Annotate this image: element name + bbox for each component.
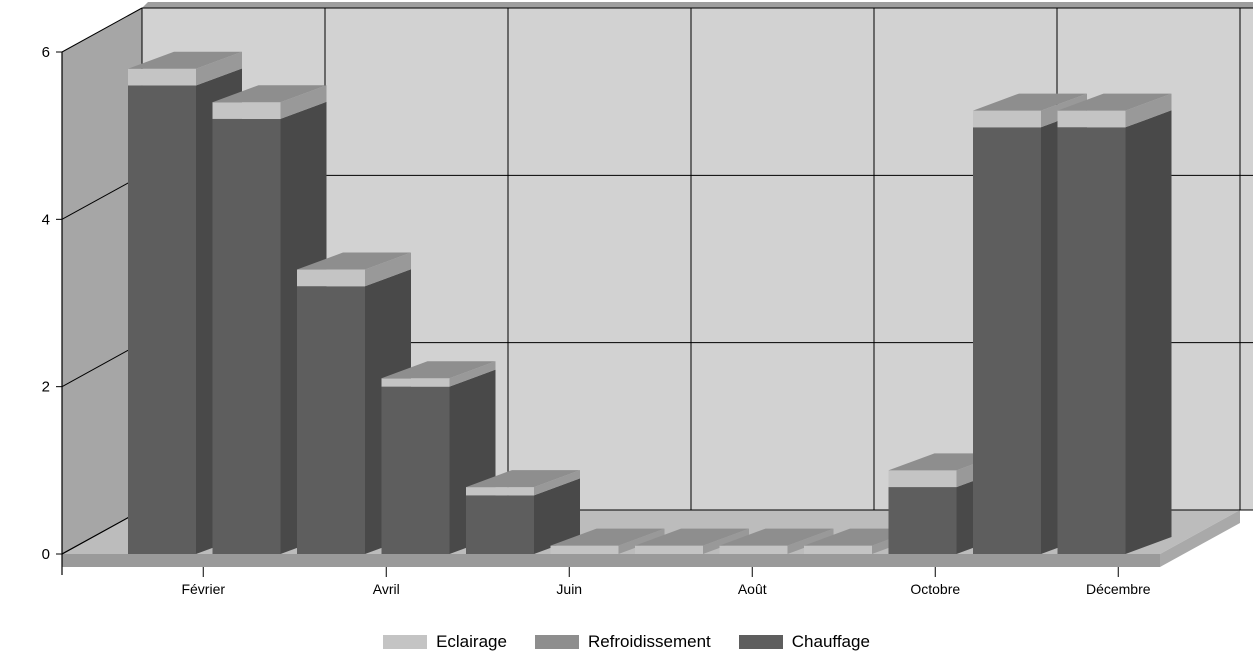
- bar-segment: [888, 470, 957, 488]
- legend-label-eclairage: Eclairage: [436, 632, 507, 651]
- y-tick-label: 4: [42, 211, 50, 228]
- bar-top: [1057, 93, 1172, 111]
- bar-segment: [466, 487, 534, 496]
- y-axis: 0 2 4 6: [42, 44, 143, 575]
- bar-top: [381, 361, 496, 379]
- legend-swatch-eclairage: [383, 635, 428, 649]
- bar-segment-side: [449, 361, 496, 387]
- bar-segment-side: [618, 528, 665, 554]
- x-tick-label: Avril: [373, 581, 400, 597]
- x-tick-label: Décembre: [1086, 581, 1151, 597]
- bar-segment-side: [787, 528, 834, 554]
- bar-segment: [466, 495, 534, 554]
- chart-plot: 0 2 4 6 Février Avril Juin Août Octobre Décembre: [42, 2, 1253, 597]
- x-tick-label: Février: [181, 581, 225, 597]
- bar-top: [128, 51, 242, 69]
- legend-item-refroidissement: Refroidissement: [534, 632, 711, 652]
- legend-label-refroidissement: Refroidissement: [587, 632, 711, 651]
- bar-group: [635, 528, 749, 554]
- floor-side: [1160, 510, 1240, 567]
- bar-top: [212, 85, 327, 103]
- bar-segment: [973, 110, 1041, 128]
- bar-segment: [1057, 110, 1126, 128]
- bar-segment: [1057, 127, 1126, 555]
- x-tick-label: Août: [738, 581, 767, 597]
- bar-segment: [212, 118, 281, 554]
- legend-item-chauffage: Chauffage: [738, 632, 870, 652]
- bar-group: [719, 528, 834, 554]
- bar-top: [719, 528, 834, 546]
- bar-segment-side: [365, 252, 411, 287]
- bar-segment: [128, 85, 196, 554]
- bar-segment: [381, 378, 450, 387]
- bars: [128, 51, 1172, 555]
- y-tick-label: 2: [42, 379, 50, 396]
- bar-segment-side: [1125, 110, 1172, 555]
- bar-segment-side: [196, 51, 242, 86]
- legend-item-eclairage: Eclairage: [383, 632, 507, 652]
- x-tick-label: Octobre: [910, 581, 960, 597]
- bar-segment: [635, 545, 703, 554]
- bar-top: [635, 528, 749, 546]
- legend-swatch-chauffage: [738, 635, 783, 649]
- floor-front: [62, 554, 1160, 567]
- y-tick-label: 6: [42, 44, 50, 61]
- bar-segment: [297, 269, 365, 287]
- x-tick-label: Juin: [556, 581, 582, 597]
- bar-top: [550, 528, 665, 546]
- bar-top: [466, 470, 580, 488]
- bar-segment: [804, 545, 872, 554]
- bar-group: [1057, 93, 1172, 555]
- bar-segment: [212, 102, 281, 119]
- bar-segment-side: [534, 478, 580, 554]
- bar-segment: [381, 386, 450, 554]
- bar-segment-side: [1125, 93, 1172, 128]
- wall-top-edge: [142, 2, 1253, 8]
- legend-swatch-refroidissement: [534, 635, 579, 649]
- bar-top: [297, 252, 411, 270]
- x-axis: Février Avril Juin Août Octobre Décembre: [181, 567, 1151, 597]
- bar-group: [466, 470, 580, 554]
- bar-segment-side: [280, 85, 327, 119]
- bar-segment: [297, 286, 365, 554]
- y-tick-label: 0: [42, 546, 50, 563]
- bar-group: [550, 528, 665, 554]
- left-wall: [62, 8, 142, 554]
- bar-top: [973, 93, 1087, 111]
- bar-segment-side: [703, 528, 749, 554]
- bar-segment: [128, 68, 196, 86]
- bar-segment: [719, 545, 788, 554]
- bar-segment: [973, 127, 1041, 555]
- bar-segment: [888, 487, 957, 554]
- legend-label-chauffage: Chauffage: [791, 632, 870, 651]
- bar-segment: [550, 545, 619, 554]
- bar-segment-side: [534, 470, 580, 496]
- legend: Eclairage Refroidissement Chauffage: [0, 632, 1253, 652]
- gridline-diag: [61, 7, 143, 53]
